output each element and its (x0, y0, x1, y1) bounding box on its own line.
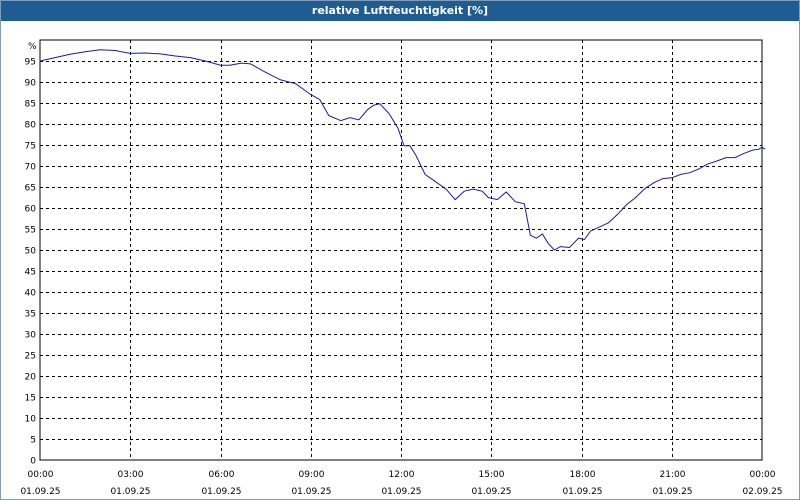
y-tick-label: 85 (25, 100, 36, 110)
y-tick-label: 0 (30, 457, 36, 467)
x-tick-date-label: 01.09.25 (471, 487, 511, 497)
x-tick-time-label: 15:00 (479, 470, 505, 480)
x-tick-date-label: 01.09.25 (110, 487, 150, 497)
plot-area-border (39, 39, 763, 461)
y-tick-label: 55 (25, 226, 36, 236)
y-tick-label: 45 (25, 268, 36, 278)
x-tick-time-label: 21:00 (660, 470, 686, 480)
x-tick-time-label: 12:00 (389, 470, 415, 480)
x-tick-date-label: 01.09.25 (291, 487, 331, 497)
y-tick-label: 60 (25, 205, 37, 215)
x-tick-date-label: 01.09.25 (652, 487, 692, 497)
y-tick-label: 90 (25, 79, 37, 89)
y-axis-tick-labels: 0 5 10 15 20 25 30 35 40 45 50 55 60 65 70 75 80 85 90 95 (25, 58, 37, 467)
y-tick-label: 15 (25, 394, 36, 404)
x-tick-date-label: 01.09.25 (20, 487, 60, 497)
x-tick-date-label: 02.09.25 (742, 487, 782, 497)
x-tick-time-label: 00:00 (750, 470, 776, 480)
y-tick-label: 70 (25, 163, 37, 173)
y-tick-label: 75 (25, 142, 36, 152)
x-tick-time-label: 00:00 (28, 470, 54, 480)
y-tick-label: 10 (25, 415, 37, 425)
x-axis-tick-labels: 00:00 01.09.25 03:00 01.09.25 06:00 01.09.25 0… (20, 470, 782, 497)
y-tick-label: 25 (25, 352, 36, 362)
x-tick-date-label: 01.09.25 (562, 487, 602, 497)
grid-lines (40, 40, 762, 460)
chart-title-bar: relative Luftfeuchtigkeit [%] (1, 1, 799, 21)
x-tick-time-label: 06:00 (209, 470, 235, 480)
x-tick-time-label: 09:00 (299, 470, 325, 480)
y-tick-label: 35 (25, 310, 36, 320)
y-tick-label: 20 (25, 373, 37, 383)
x-tick-date-label: 01.09.25 (201, 487, 241, 497)
y-tick-label: 30 (25, 331, 37, 341)
y-tick-label: 40 (25, 289, 37, 299)
y-tick-label: 5 (30, 436, 36, 446)
y-axis-unit-label: % (28, 42, 37, 52)
x-tick-time-label: 03:00 (118, 470, 144, 480)
y-tick-label: 65 (25, 184, 36, 194)
chart-title: relative Luftfeuchtigkeit [%] (311, 4, 489, 17)
y-tick-label: 95 (25, 58, 36, 68)
x-tick-date-label: 01.09.25 (381, 487, 421, 497)
y-tick-label: 80 (25, 121, 37, 131)
x-tick-time-label: 18:00 (570, 470, 596, 480)
y-tick-label: 50 (25, 247, 37, 257)
humidity-series-line (39, 49, 766, 251)
